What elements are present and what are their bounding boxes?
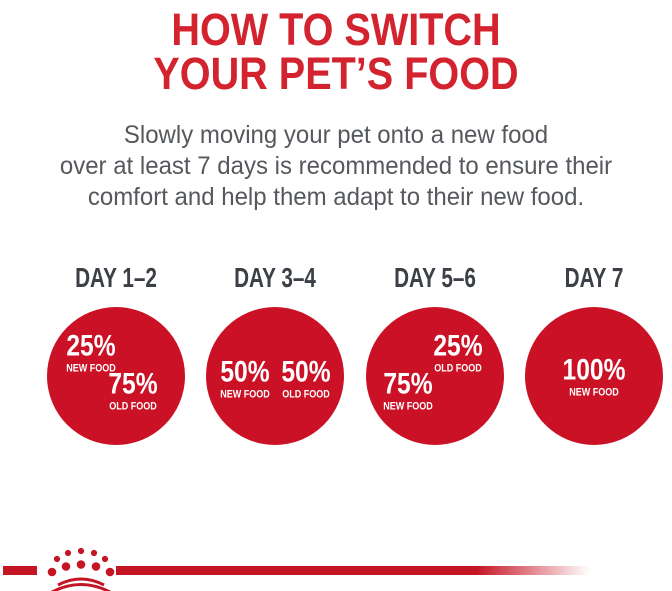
day-label: DAY 7 [564, 262, 624, 293]
pie-chart: 50% NEW FOOD 50% OLD FOOD [206, 307, 345, 445]
slice-percent: 50% [220, 355, 270, 389]
royal-canin-crown-logo [3, 547, 590, 591]
intro-line-3: comfort and help them adapt to their new… [87, 183, 585, 211]
title-line-1: HOW TO SWITCH [171, 4, 501, 55]
slice-food-label: OLD FOOD [281, 388, 330, 401]
slice-label: 75% NEW FOOD [383, 367, 434, 413]
slice-percent: 75% [383, 367, 434, 401]
title-line-2: YOUR PET’S FOOD [153, 48, 519, 99]
slice-food-label: NEW FOOD [569, 386, 619, 399]
slice-label: 100% NEW FOOD [562, 353, 626, 399]
slice-label: 50% OLD FOOD [281, 357, 330, 400]
slice-food-label: OLD FOOD [108, 400, 157, 413]
pie-chart: 25% NEW FOOD 75% OLD FOOD [47, 307, 185, 445]
slice-food-label: NEW FOOD [383, 400, 434, 413]
intro-text: Slowly moving your pet onto a new food o… [0, 120, 672, 213]
pie-chart: 100% NEW FOOD [524, 307, 663, 445]
slice-percent: 75% [107, 367, 158, 401]
slice-label: 25% OLD FOOD [433, 331, 482, 374]
pie-column-3: DAY 5–6 75% NEW FOOD 25% OLD FOOD [359, 263, 511, 445]
pie-chart-row: DAY 1–2 25% NEW FOOD 75% OLD FOOD DAY 3–4 50% N… [0, 263, 672, 445]
slice-label: 75% OLD FOOD [107, 367, 158, 413]
logo-left-bar [3, 566, 37, 575]
slice-food-label: OLD FOOD [434, 362, 482, 375]
slice-percent: 100% [562, 353, 626, 387]
day-label: DAY 5–6 [393, 262, 476, 293]
logo-right-bar [116, 566, 590, 575]
pie-column-1: DAY 1–2 25% NEW FOOD 75% OLD FOOD [40, 263, 192, 445]
crown-arcs [51, 577, 111, 591]
intro-line-2: over at least 7 days is recommended to e… [59, 152, 613, 180]
slice-percent: 25% [66, 329, 116, 363]
slice-label: 25% NEW FOOD [66, 331, 116, 374]
intro-line-1: Slowly moving your pet onto a new food [123, 121, 549, 149]
slice-percent: 25% [433, 329, 483, 363]
pie-column-2: DAY 3–4 50% NEW FOOD 50% OLD FOOD [199, 263, 351, 445]
slice-food-label: NEW FOOD [220, 388, 270, 401]
day-label: DAY 3–4 [234, 262, 317, 293]
page-title: HOW TO SWITCH YOUR PET’S FOOD [0, 0, 672, 96]
day-label: DAY 1–2 [75, 262, 157, 293]
pie-column-4: DAY 7 100% NEW FOOD [518, 263, 670, 445]
slice-food-label: NEW FOOD [66, 362, 116, 375]
crown-dots [47, 547, 115, 577]
pie-chart: 75% NEW FOOD 25% OLD FOOD [365, 307, 504, 445]
slice-percent: 50% [281, 355, 331, 389]
slice-label: 50% NEW FOOD [220, 357, 270, 400]
